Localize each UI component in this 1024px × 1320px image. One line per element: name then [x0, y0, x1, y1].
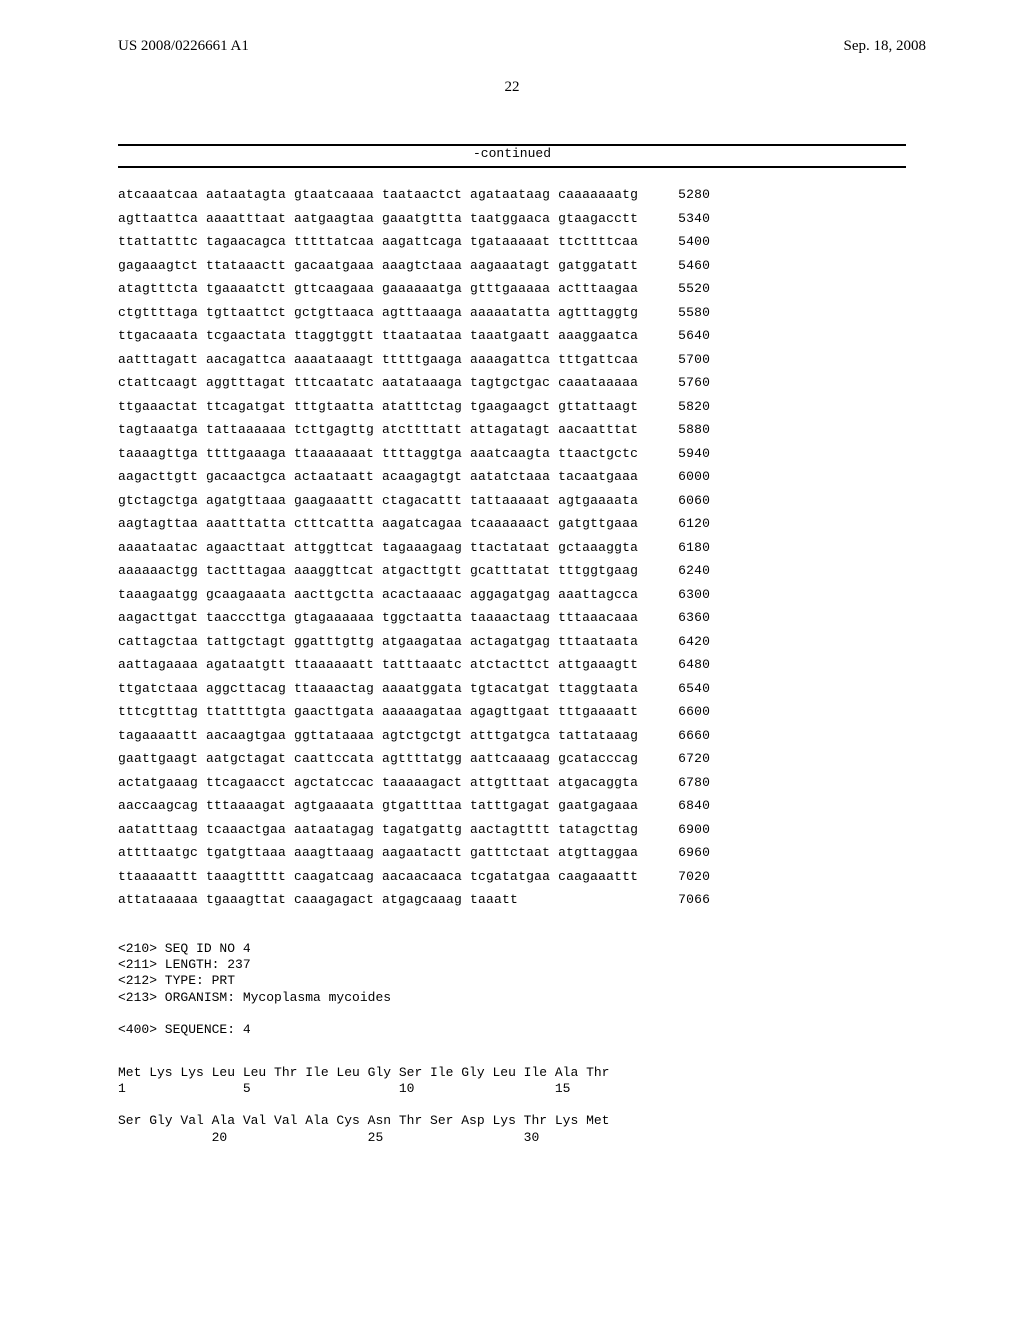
- publication-number: US 2008/0226661 A1: [118, 38, 249, 55]
- dna-sequence-listing: atcaaatcaa aataatagta gtaatcaaaa taataac…: [0, 168, 1024, 906]
- sequence-row: aaaataatac agaacttaat attggttcat tagaaag…: [118, 541, 1024, 554]
- sequence-row: aagacttgtt gacaactgca actaataatt acaagag…: [118, 470, 1024, 483]
- sequence-row: aagtagttaa aaatttatta ctttcattta aagatca…: [118, 517, 1024, 530]
- continued-section: -continued: [0, 144, 1024, 168]
- sequence-row: actatgaaag ttcagaacct agctatccac taaaaag…: [118, 776, 1024, 789]
- sequence-row: ctattcaagt aggtttagat tttcaatatc aatataa…: [118, 376, 1024, 389]
- sequence-row: taaaagttga ttttgaaaga ttaaaaaaat ttttagg…: [118, 447, 1024, 460]
- sequence-row: aatatttaag tcaaactgaa aataatagag tagatga…: [118, 823, 1024, 836]
- meta-organism: <213> ORGANISM: Mycoplasma mycoides: [118, 990, 391, 1005]
- sequence-row: taaagaatgg gcaagaaata aacttgctta acactaa…: [118, 588, 1024, 601]
- protein-row-2-positions: 20 25 30: [118, 1130, 539, 1145]
- sequence-row: aatttagatt aacagattca aaaataaagt tttttga…: [118, 353, 1024, 366]
- sequence-row: tagaaaattt aacaagtgaa ggttataaaa agtctgc…: [118, 729, 1024, 742]
- sequence-row: aaaaaactgg tactttagaa aaaggttcat atgactt…: [118, 564, 1024, 577]
- sequence-row: ttgatctaaa aggcttacag ttaaaactag aaaatgg…: [118, 682, 1024, 695]
- sequence-row: tttcgtttag ttattttgta gaacttgata aaaaaga…: [118, 705, 1024, 718]
- meta-sequence: <400> SEQUENCE: 4: [118, 1022, 251, 1037]
- sequence-row: aagacttgat taacccttga gtagaaaaaa tggctaa…: [118, 611, 1024, 624]
- sequence-row: gaattgaagt aatgctagat caattccata agtttta…: [118, 752, 1024, 765]
- protein-sequence-listing: Met Lys Lys Leu Leu Thr Ile Leu Gly Ser …: [0, 1038, 1024, 1146]
- meta-length: <211> LENGTH: 237: [118, 957, 251, 972]
- page-header: US 2008/0226661 A1 Sep. 18, 2008: [0, 0, 1024, 55]
- page-number: 22: [0, 79, 1024, 96]
- sequence-row: ctgttttaga tgttaattct gctgttaaca agtttaa…: [118, 306, 1024, 319]
- sequence-row: ttgacaaata tcgaactata ttaggtggtt ttaataa…: [118, 329, 1024, 342]
- sequence-row: atcaaatcaa aataatagta gtaatcaaaa taataac…: [118, 188, 1024, 201]
- protein-row-1: Met Lys Lys Leu Leu Thr Ile Leu Gly Ser …: [118, 1065, 609, 1080]
- protein-row-1-positions: 1 5 10 15: [118, 1081, 570, 1096]
- sequence-row: gagaaagtct ttataaactt gacaatgaaa aaagtct…: [118, 259, 1024, 272]
- sequence-row: attataaaaa tgaaagttat caaagagact atgagca…: [118, 893, 1024, 906]
- sequence-row: atagtttcta tgaaaatctt gttcaagaaa gaaaaaa…: [118, 282, 1024, 295]
- sequence-row: ttattatttc tagaacagca tttttatcaa aagattc…: [118, 235, 1024, 248]
- meta-type: <212> TYPE: PRT: [118, 973, 235, 988]
- publication-date: Sep. 18, 2008: [844, 38, 927, 55]
- sequence-row: gtctagctga agatgttaaa gaagaaattt ctagaca…: [118, 494, 1024, 507]
- sequence-row: agttaattca aaaatttaat aatgaagtaa gaaatgt…: [118, 212, 1024, 225]
- protein-row-2: Ser Gly Val Ala Val Val Ala Cys Asn Thr …: [118, 1113, 609, 1128]
- sequence-metadata: <210> SEQ ID NO 4 <211> LENGTH: 237 <212…: [0, 917, 1024, 1039]
- sequence-row: tagtaaatga tattaaaaaa tcttgagttg atctttt…: [118, 423, 1024, 436]
- sequence-row: ttaaaaattt taaagttttt caagatcaag aacaaca…: [118, 870, 1024, 883]
- sequence-row: attttaatgc tgatgttaaa aaagttaaag aagaata…: [118, 846, 1024, 859]
- continued-label: -continued: [118, 146, 906, 164]
- meta-seq-id: <210> SEQ ID NO 4: [118, 941, 251, 956]
- sequence-row: aaccaagcag tttaaaagat agtgaaaata gtgattt…: [118, 799, 1024, 812]
- sequence-row: aattagaaaa agataatgtt ttaaaaaatt tatttaa…: [118, 658, 1024, 671]
- sequence-row: ttgaaactat ttcagatgat tttgtaatta atatttc…: [118, 400, 1024, 413]
- sequence-row: cattagctaa tattgctagt ggatttgttg atgaaga…: [118, 635, 1024, 648]
